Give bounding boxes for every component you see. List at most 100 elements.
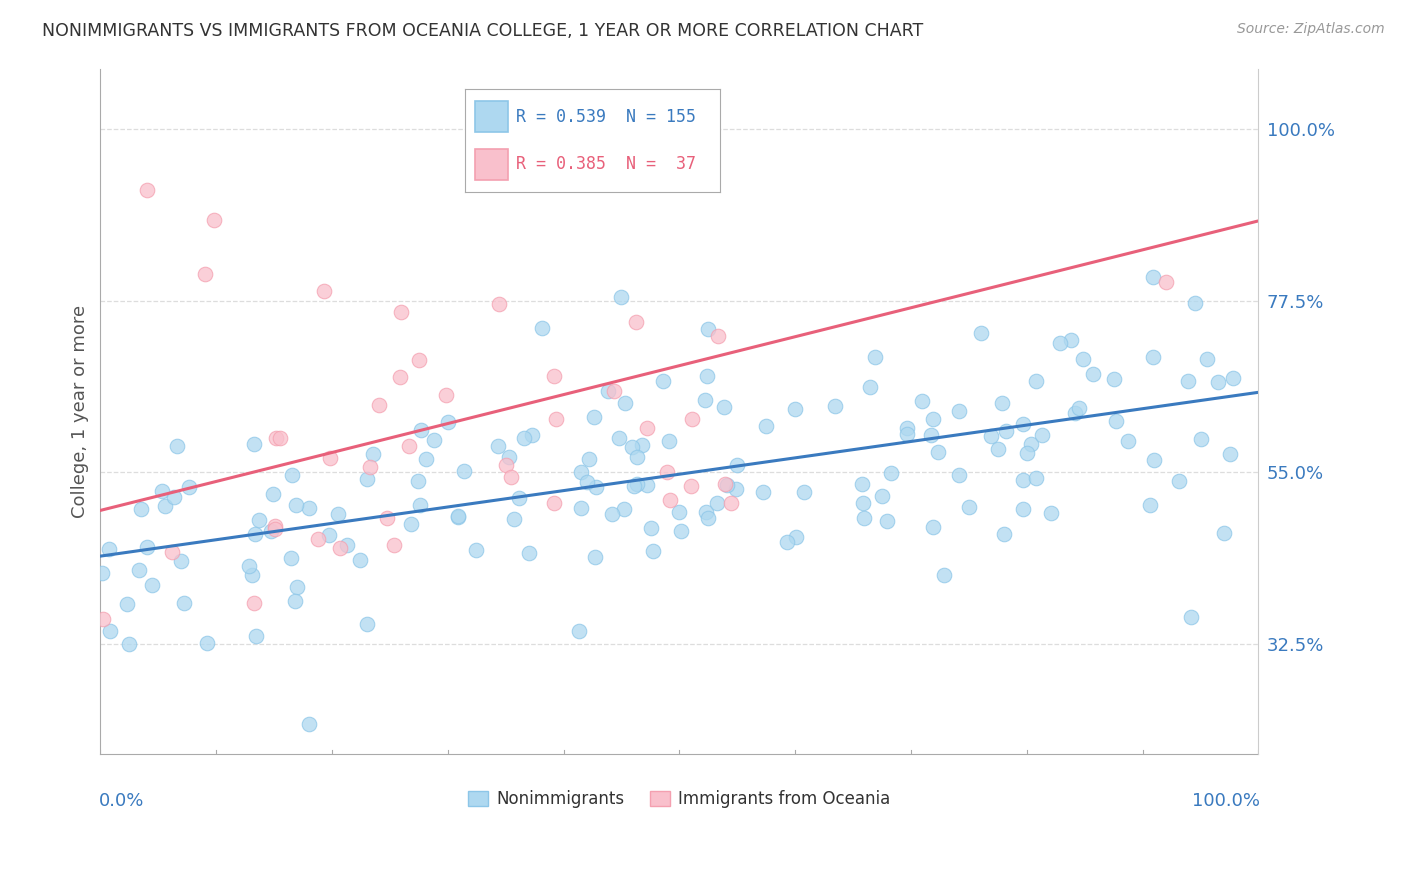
Point	[624, 315, 647, 329]
Point	[927, 445, 949, 459]
Point	[389, 370, 412, 384]
Point	[1142, 269, 1164, 284]
Point	[990, 396, 1012, 410]
Point	[1011, 502, 1033, 516]
Point	[852, 496, 875, 510]
Point	[367, 398, 389, 412]
Point	[640, 521, 662, 535]
Point	[793, 485, 815, 500]
Point	[314, 285, 336, 299]
Point	[669, 524, 692, 538]
Point	[922, 520, 945, 534]
Point	[695, 369, 717, 384]
Point	[382, 538, 405, 552]
Point	[623, 479, 645, 493]
Point	[361, 447, 384, 461]
Point	[1143, 453, 1166, 467]
Point	[1069, 401, 1091, 415]
Point	[1017, 446, 1039, 460]
Point	[336, 538, 359, 552]
Point	[932, 568, 955, 582]
Point	[870, 489, 893, 503]
Text: NONIMMIGRANTS VS IMMIGRANTS FROM OCEANIA COLLEGE, 1 YEAR OR MORE CORRELATION CHA: NONIMMIGRANTS VS IMMIGRANTS FROM OCEANIA…	[42, 22, 924, 40]
Point	[1189, 432, 1212, 446]
Point	[243, 597, 266, 611]
Point	[97, 542, 120, 557]
Point	[308, 532, 330, 546]
Point	[91, 566, 114, 580]
Point	[260, 524, 283, 538]
Point	[135, 183, 157, 197]
Point	[1104, 372, 1126, 386]
Point	[1071, 352, 1094, 367]
Point	[658, 434, 681, 448]
Point	[280, 551, 302, 566]
Point	[1031, 427, 1053, 442]
Point	[1049, 336, 1071, 351]
Text: 0.0%: 0.0%	[100, 792, 145, 810]
Point	[948, 404, 970, 418]
Point	[1184, 296, 1206, 310]
Point	[359, 459, 381, 474]
Point	[406, 475, 429, 489]
Point	[173, 596, 195, 610]
Point	[263, 487, 285, 501]
Point	[920, 428, 942, 442]
Point	[409, 423, 432, 437]
Point	[513, 431, 536, 445]
Point	[520, 428, 543, 442]
Point	[755, 418, 778, 433]
Point	[576, 475, 599, 490]
Point	[1177, 374, 1199, 388]
Point	[713, 401, 735, 415]
Y-axis label: College, 1 year or more: College, 1 year or more	[72, 305, 89, 518]
Point	[852, 510, 875, 524]
Point	[725, 458, 748, 473]
Point	[153, 500, 176, 514]
Point	[1212, 526, 1234, 541]
Point	[1142, 350, 1164, 364]
Point	[1195, 351, 1218, 366]
Point	[329, 541, 352, 555]
Point	[498, 450, 520, 465]
Point	[1219, 447, 1241, 461]
Point	[1139, 498, 1161, 512]
Point	[202, 213, 225, 227]
Point	[724, 483, 747, 497]
Point	[1025, 374, 1047, 388]
Point	[1012, 474, 1035, 488]
Point	[447, 509, 470, 524]
Point	[298, 500, 321, 515]
Point	[544, 411, 567, 425]
Point	[398, 439, 420, 453]
Point	[409, 498, 432, 512]
Point	[530, 321, 553, 335]
Point	[434, 387, 457, 401]
Legend: Nonimmigrants, Immigrants from Oceania: Nonimmigrants, Immigrants from Oceania	[461, 783, 897, 814]
Point	[247, 513, 270, 527]
Point	[716, 478, 738, 492]
Point	[375, 510, 398, 524]
Point	[389, 305, 412, 319]
Point	[264, 519, 287, 533]
Point	[150, 483, 173, 498]
Point	[607, 431, 630, 445]
Point	[707, 328, 730, 343]
Point	[502, 512, 524, 526]
Point	[517, 546, 540, 560]
Point	[356, 616, 378, 631]
Point	[285, 580, 308, 594]
Point	[131, 502, 153, 516]
Point	[141, 578, 163, 592]
Point	[326, 508, 349, 522]
Point	[783, 401, 806, 416]
Point	[160, 544, 183, 558]
Point	[136, 540, 159, 554]
Point	[243, 527, 266, 541]
Point	[264, 431, 287, 445]
Point	[118, 637, 141, 651]
Point	[98, 624, 121, 638]
Point	[453, 464, 475, 478]
Point	[356, 472, 378, 486]
Point	[979, 429, 1001, 443]
